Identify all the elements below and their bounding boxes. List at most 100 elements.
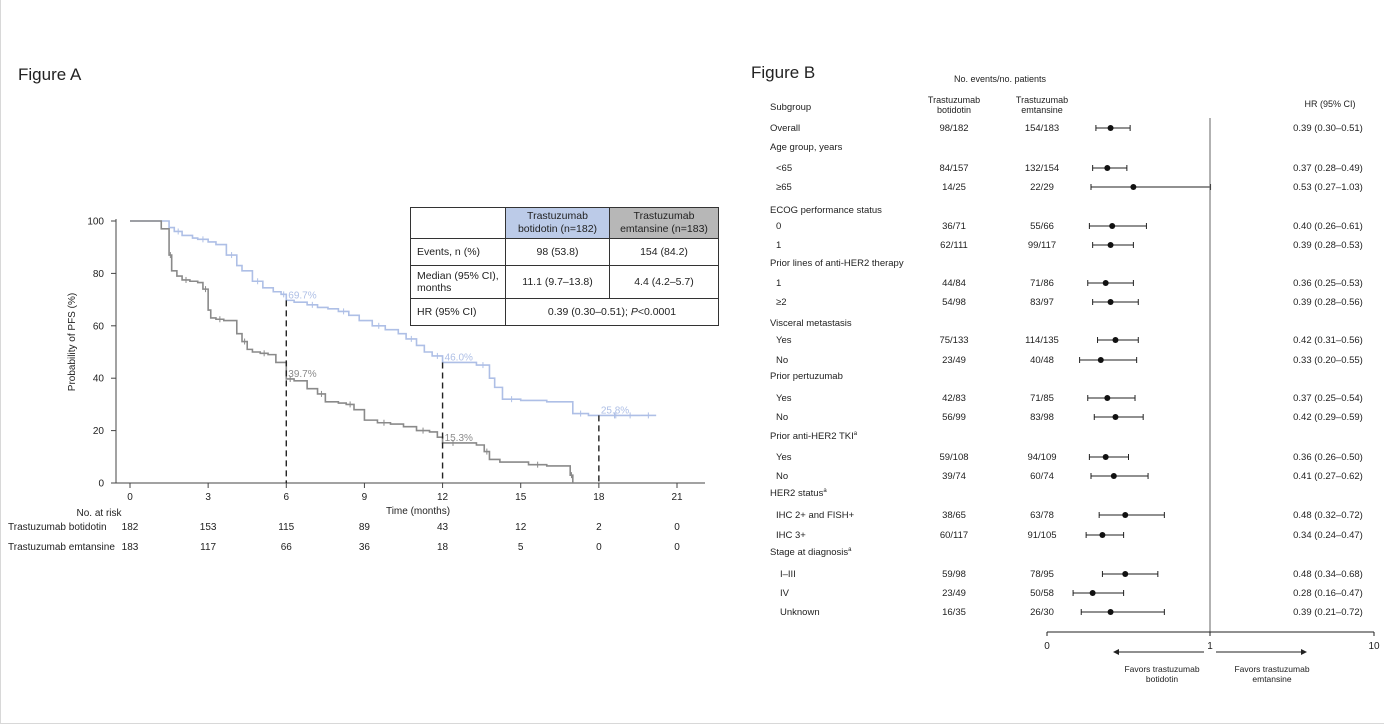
subgroup-header-row: Stage at diagnosisa [770, 547, 852, 558]
at-risk-value: 153 [200, 522, 217, 533]
km-curve-emtansine [130, 220, 574, 483]
events-emtansine: 71/86 [1030, 278, 1054, 289]
hr-text: 0.39 (0.28–0.56) [1293, 297, 1363, 308]
col-header-botidotin: Trastuzumab botidotin [928, 95, 980, 115]
events-botidotin: 36/71 [942, 221, 966, 232]
at-risk-value: 0 [674, 522, 680, 533]
hr-text: 0.37 (0.25–0.54) [1293, 393, 1363, 404]
hr-value: 0.39 (0.30–0.51); [547, 306, 631, 318]
milestone-label: 25.8% [601, 405, 629, 416]
hr-point [1104, 165, 1111, 171]
at-risk-value: 66 [281, 542, 293, 553]
events-emtansine: 71/85 [1030, 393, 1054, 404]
subgroup-header: Subgroup [770, 102, 811, 113]
x-tick-label: 9 [362, 492, 368, 503]
at-risk-value: 89 [359, 522, 371, 533]
hr-point [1104, 395, 1111, 401]
summary-table: Trastuzumab botidotin (n=182) Trastuzuma… [410, 207, 719, 326]
hr-text: 0.41 (0.27–0.62) [1293, 471, 1363, 482]
subgroup-header-row: HER2 statusa [770, 488, 827, 499]
table-corner [410, 207, 506, 239]
y-tick-label: 0 [98, 479, 104, 490]
events-botidotin: 42/83 [942, 393, 966, 404]
at-risk-value: 36 [359, 542, 371, 553]
subgroup-label: 0 [776, 221, 781, 232]
hr-text: 0.39 (0.21–0.72) [1293, 607, 1363, 618]
figure-b-title: Figure B [751, 63, 815, 82]
table-cell: 98 (53.8) [505, 238, 610, 266]
hr-text: 0.42 (0.29–0.59) [1293, 412, 1363, 423]
hr-point [1109, 223, 1116, 229]
hr-point [1107, 125, 1114, 131]
y-tick-label: 80 [93, 269, 105, 280]
at-risk-value: 18 [437, 542, 449, 553]
milestone-label: 39.7% [288, 369, 316, 380]
events-emtansine: 22/29 [1030, 182, 1054, 193]
events-emtansine: 91/105 [1027, 530, 1056, 541]
events-botidotin: 54/98 [942, 297, 966, 308]
forest-x-tick-label: 10 [1368, 641, 1380, 652]
km-x-axis-label: Time (months) [386, 506, 450, 517]
events-emtansine: 63/78 [1030, 510, 1054, 521]
subgroup-header-row: ECOG performance status [770, 205, 882, 216]
events-botidotin: 98/182 [939, 123, 968, 134]
subgroup-header-row: Prior anti-HER2 TKIa [770, 431, 858, 442]
favors-left-label: Favors trastuzumab botidotin [1124, 664, 1199, 684]
hr-point [1122, 512, 1129, 518]
events-emtansine: 60/74 [1030, 471, 1054, 482]
events-botidotin: 84/157 [939, 163, 968, 174]
events-emtansine: 40/48 [1030, 355, 1054, 366]
p-symbol: P [630, 306, 638, 318]
at-risk-value: 0 [596, 542, 602, 553]
x-tick-label: 15 [515, 492, 527, 503]
hr-point [1130, 184, 1137, 190]
events-botidotin: 16/35 [942, 607, 966, 618]
hr-point [1102, 454, 1109, 460]
x-tick-label: 0 [127, 492, 133, 503]
hr-text: 0.37 (0.28–0.49) [1293, 163, 1363, 174]
subgroup-label: ≥2 [776, 297, 787, 308]
subgroup-label: Yes [776, 335, 792, 346]
subgroup-label: Unknown [780, 607, 820, 618]
subgroup-label: No [776, 471, 788, 482]
at-risk-value: 12 [515, 522, 527, 533]
hr-text: 0.42 (0.31–0.56) [1293, 335, 1363, 346]
subgroup-label: IHC 2+ and FISH+ [776, 510, 855, 521]
events-botidotin: 39/74 [942, 471, 966, 482]
table-cell: 154 (84.2) [609, 238, 719, 266]
events-botidotin: 38/65 [942, 510, 966, 521]
subgroup-label: IHC 3+ [776, 530, 806, 541]
hr-text: 0.40 (0.26–0.61) [1293, 221, 1363, 232]
hr-text: 0.36 (0.25–0.53) [1293, 278, 1363, 289]
col-header-emtansine: Trastuzumab emtansine [1016, 95, 1068, 115]
events-emtansine: 83/97 [1030, 297, 1054, 308]
x-tick-label: 3 [205, 492, 211, 503]
events-botidotin: 44/84 [942, 278, 966, 289]
at-risk-value: 117 [200, 542, 216, 553]
subgroup-label: Yes [776, 393, 792, 404]
events-botidotin: 23/49 [942, 355, 966, 366]
km-y-axis-label: Probability of PFS (%) [67, 293, 78, 391]
milestone-label: 46.0% [445, 352, 473, 363]
subgroup-header-row: Age group, years [770, 142, 843, 153]
hr-summary-cell: 0.39 (0.30–0.51); P<0.0001 [505, 298, 719, 326]
events-botidotin: 56/99 [942, 412, 966, 423]
hr-text: 0.28 (0.16–0.47) [1293, 588, 1363, 599]
subgroup-label: No [776, 355, 788, 366]
events-emtansine: 83/98 [1030, 412, 1054, 423]
hr-text: 0.33 (0.20–0.55) [1293, 355, 1363, 366]
y-tick-label: 20 [93, 426, 105, 437]
events-botidotin: 59/98 [942, 569, 966, 580]
events-emtansine: 114/135 [1025, 335, 1059, 346]
at-risk-value: 183 [122, 542, 139, 553]
at-risk-value: 43 [437, 522, 449, 533]
subgroup-label: 1 [776, 240, 781, 251]
subgroup-label: Overall [770, 123, 800, 134]
events-botidotin: 14/25 [942, 182, 966, 193]
table-cell: 4.4 (4.2–5.7) [609, 265, 719, 299]
at-risk-row-label: Trastuzumab botidotin [8, 522, 107, 533]
forest-plot: Figure B No. events/no. patients Subgrou… [751, 63, 1380, 684]
hr-point [1107, 609, 1114, 615]
at-risk-value: 182 [122, 522, 139, 533]
at-risk-row-label: Trastuzumab emtansine [8, 542, 115, 553]
